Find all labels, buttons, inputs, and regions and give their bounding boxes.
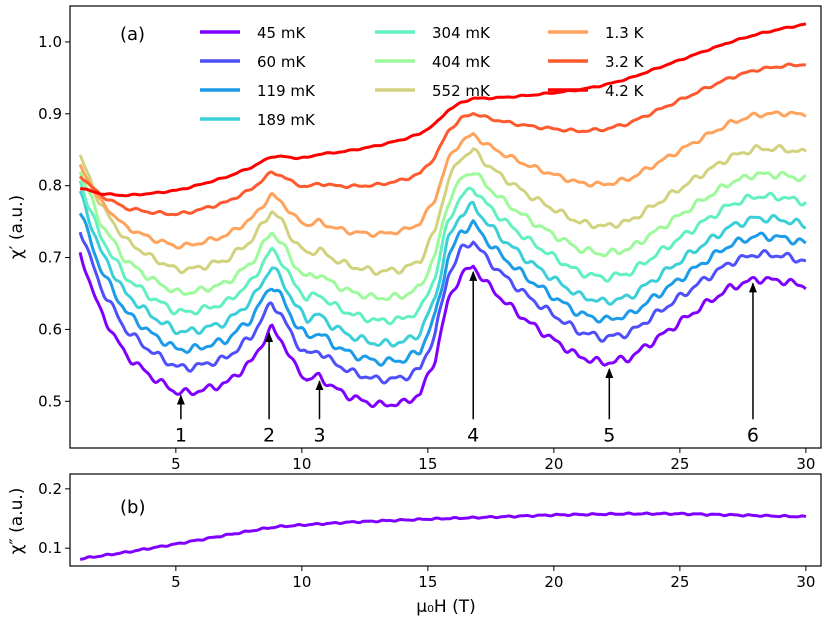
series-line bbox=[78, 231, 807, 385]
peak-label: 6 bbox=[747, 424, 759, 446]
series-line bbox=[80, 22, 807, 198]
panel-a: 1 2 3 4 5 6 5 10 15 20 25 30 0.5 0.6 0.7 0.8 0.9 1.0 45 … bbox=[7, 5, 822, 473]
peak-label: 3 bbox=[313, 424, 325, 446]
peak-label: 2 bbox=[263, 424, 275, 446]
panel-a-ytick-label: 0.9 bbox=[38, 105, 62, 123]
panel-b-xtick-label: 10 bbox=[292, 573, 311, 591]
series-line bbox=[78, 212, 807, 367]
panel-a-ytick-label: 0.6 bbox=[38, 320, 62, 338]
legend-label: 3.2 K bbox=[605, 53, 645, 71]
peak-label: 5 bbox=[603, 424, 615, 446]
panel-a-xtick-label: 5 bbox=[171, 455, 181, 473]
series-line bbox=[78, 170, 807, 302]
panel-a-ylabel: χ′ (a.u.) bbox=[7, 195, 27, 259]
panel-a-xtick-label: 10 bbox=[292, 455, 311, 473]
panel-a-xtick-label: 30 bbox=[796, 455, 815, 473]
legend-label: 60 mK bbox=[257, 53, 306, 71]
series-line bbox=[78, 190, 806, 348]
panel-a-ytick-label: 1.0 bbox=[38, 33, 62, 51]
panel-a-frame bbox=[69, 5, 822, 449]
panel-b-frame bbox=[69, 473, 822, 567]
panel-b: 5 10 15 20 25 30 0.1 0.2 (b) χ″ (a.u.) μ₀H (T) bbox=[7, 473, 822, 617]
panel-a-label: (a) bbox=[120, 24, 145, 45]
panel-a-xtick-label: 25 bbox=[670, 455, 689, 473]
panel-b-xtick-label: 30 bbox=[796, 573, 815, 591]
legend-label: 119 mK bbox=[257, 82, 316, 100]
panel-a-ytick-label: 0.5 bbox=[38, 392, 62, 410]
panel-a-ytick-label: 0.7 bbox=[38, 249, 62, 267]
panel-a-xtick-label: 20 bbox=[544, 455, 563, 473]
panel-b-xlabel: μ₀H (T) bbox=[416, 597, 475, 617]
panel-b-label: (b) bbox=[120, 497, 145, 518]
panel-a-ticks: 5 10 15 20 25 300.50.60.70.80.91.0 bbox=[38, 33, 815, 473]
series-line bbox=[78, 144, 807, 276]
panel-a-ytick-label: 0.8 bbox=[38, 177, 62, 195]
panel-a-series bbox=[78, 22, 807, 408]
legend-label: 552 mK bbox=[432, 82, 491, 100]
series-line bbox=[80, 511, 807, 561]
panel-b-ytick-label: 0.2 bbox=[38, 480, 62, 498]
panel-b-xtick-label: 5 bbox=[171, 573, 181, 591]
legend-label: 189 mK bbox=[257, 111, 316, 129]
panel-a-annotations: 1 2 3 4 5 6 bbox=[175, 270, 759, 446]
panel-b-ytick-label: 0.1 bbox=[38, 539, 62, 557]
legend-label: 404 mK bbox=[432, 53, 491, 71]
legend-label: 4.2 K bbox=[605, 82, 645, 100]
series-line bbox=[78, 252, 807, 408]
legend-label: 45 mK bbox=[257, 24, 306, 42]
legend-label: 304 mK bbox=[432, 24, 491, 42]
series-line bbox=[78, 180, 807, 326]
panel-b-ticks: 5 10 15 20 25 30 0.1 0.2 bbox=[38, 480, 815, 591]
peak-label: 4 bbox=[467, 424, 479, 446]
panel-b-ylabel: χ″ (a.u.) bbox=[7, 488, 27, 555]
peak-label: 1 bbox=[175, 424, 187, 446]
panel-b-xtick-label: 20 bbox=[544, 573, 563, 591]
panel-b-xtick-label: 15 bbox=[418, 573, 437, 591]
legend-label: 1.3 K bbox=[605, 24, 645, 42]
panel-b-xtick-label: 25 bbox=[670, 573, 689, 591]
panel-a-legend: 45 mK 60 mK 119 mK 189 mK 304 mK 404 mK 552 mK… bbox=[200, 24, 645, 129]
panel-b-series bbox=[80, 511, 807, 561]
series-line bbox=[78, 62, 807, 217]
series-line bbox=[78, 110, 807, 250]
panel-a-xtick-label: 15 bbox=[418, 455, 437, 473]
